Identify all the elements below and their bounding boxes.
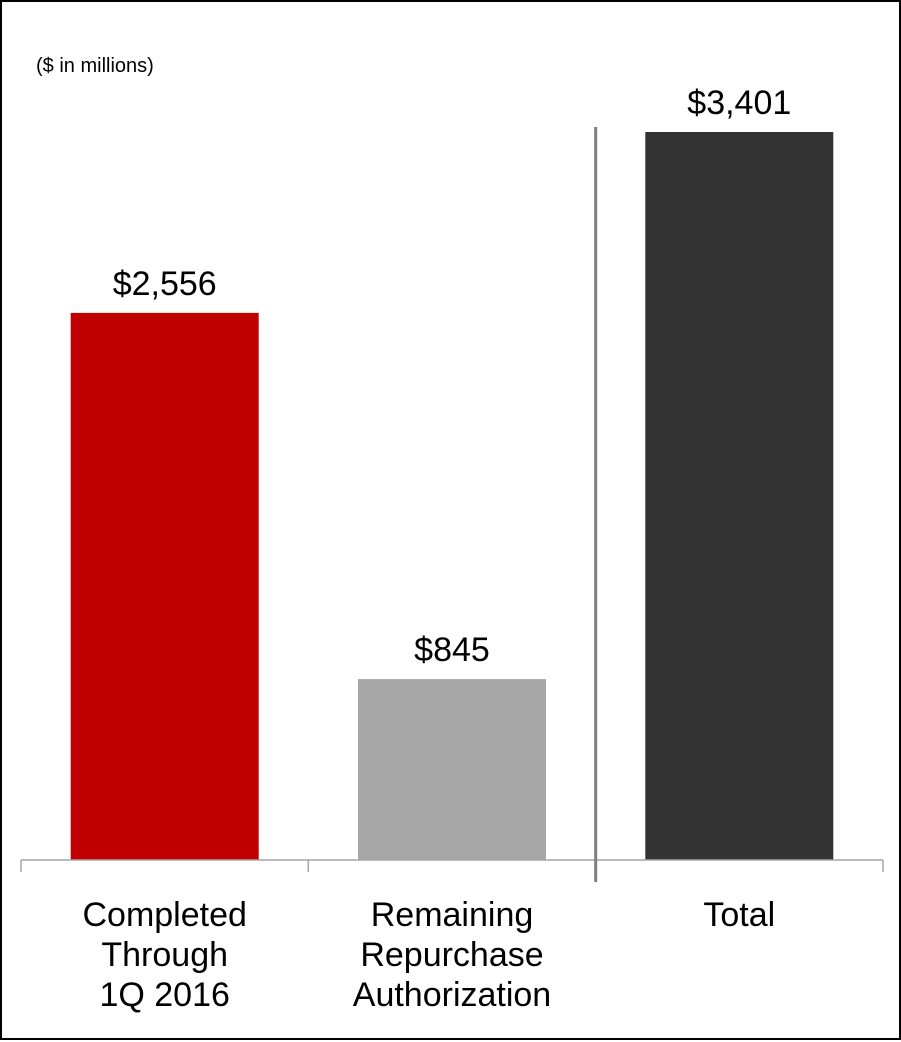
category-label-3: Total [703,896,775,934]
bar-3 [645,132,834,860]
category-label-2: Remaining Repurchase Authorization [353,896,551,1014]
category-label-line: Through [101,936,228,974]
category-label-line: Repurchase [360,936,543,974]
value-label-3: $3,401 [687,84,791,122]
units-note: ($ in millions) [36,55,154,77]
bar-1 [70,312,259,860]
category-label-line: Completed [82,896,246,934]
category-label-line: 1Q 2016 [99,976,229,1014]
category-label-line: Authorization [353,976,551,1014]
category-label-1: Completed Through 1Q 2016 [82,896,246,1014]
value-label-1: $2,556 [113,265,217,303]
category-label-line: Total [703,896,775,934]
bar-2 [358,679,546,860]
plot-area: $2,556 $845 $3,401 Completed Through 1Q 2016 R… [20,84,884,1014]
value-label-2: $845 [414,631,490,669]
category-label-line: Remaining [371,896,534,934]
